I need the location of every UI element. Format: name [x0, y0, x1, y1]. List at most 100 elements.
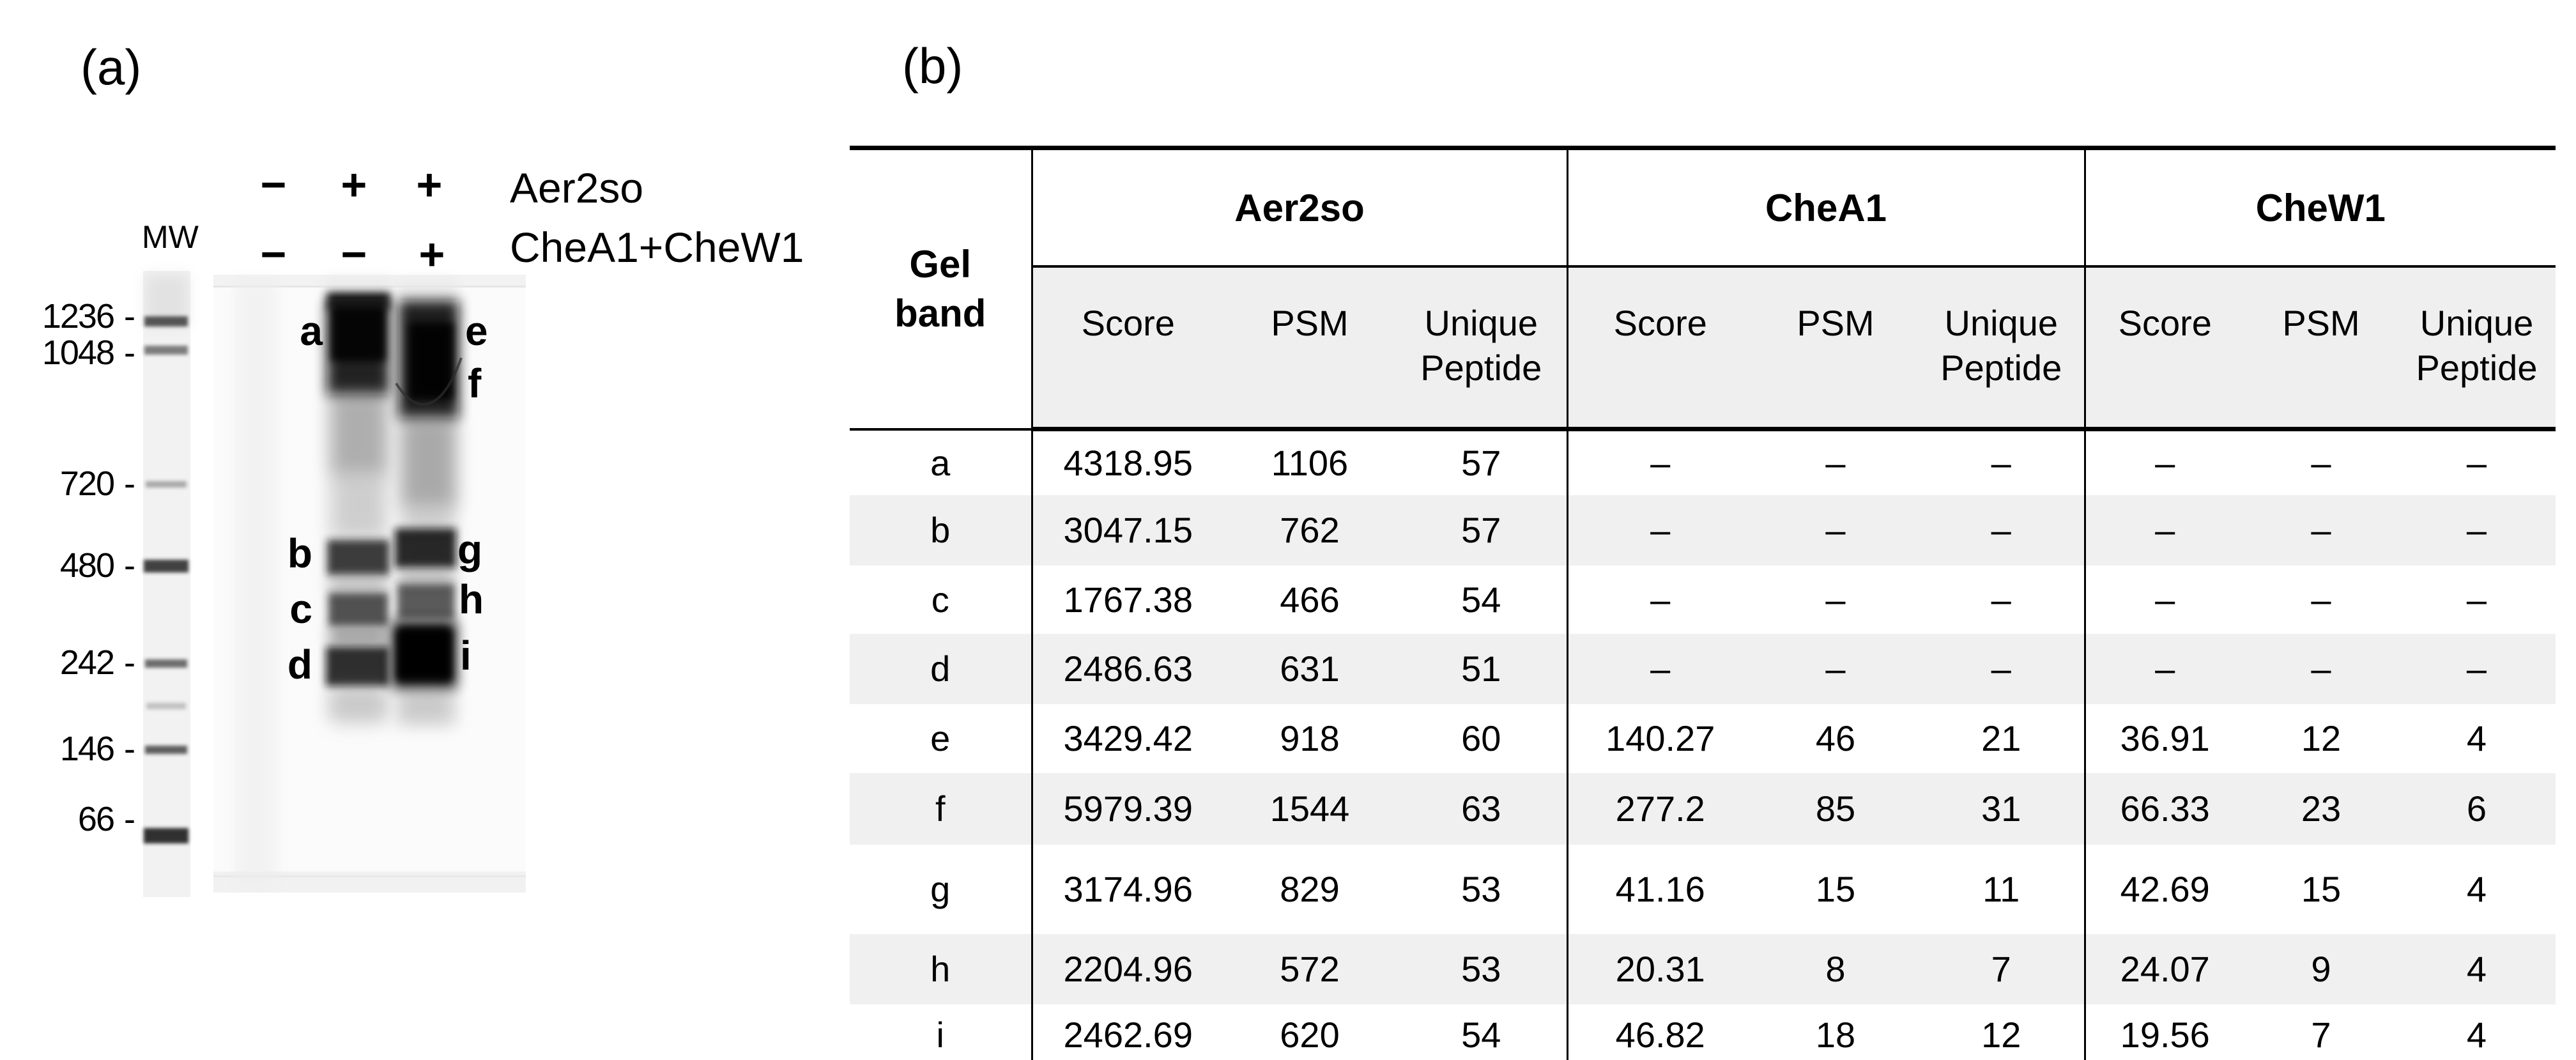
table-row-a: a 4318.95 1106 57 – – – – – –	[850, 429, 2556, 495]
cell: –	[1825, 510, 1846, 550]
cell: 9	[2311, 949, 2331, 989]
band-cell: c	[850, 565, 1033, 634]
band-label-h: h	[459, 576, 484, 622]
gel-panel: (a) − + + Aer2so − − + CheA1+CheW1 MW 12…	[42, 39, 804, 897]
gel-band-header-line2: band	[894, 292, 986, 335]
cell: 53	[1396, 844, 1568, 934]
group-header-row: Gel band Aer2so CheA1 CheW1	[850, 148, 2556, 431]
chea1-unique-peptide-header: Unique Peptide	[1919, 266, 2086, 431]
mw-tick-dash: -	[124, 730, 135, 768]
cell: –	[2466, 510, 2487, 550]
cell: –	[2466, 443, 2487, 484]
band-cell: g	[850, 844, 1033, 934]
cell: 4318.95	[1063, 443, 1193, 484]
cell: 41.16	[1615, 869, 1705, 909]
mw-tick-dash: -	[124, 800, 135, 838]
band-label-d: d	[288, 641, 312, 687]
cell: 54	[1396, 1004, 1568, 1060]
cell: 51	[1396, 633, 1568, 704]
band-label-g: g	[457, 526, 482, 572]
aer2so-psm-header: PSM	[1223, 266, 1396, 431]
cell: –	[1919, 565, 2086, 634]
band-label-i: i	[460, 633, 471, 679]
band-cell: d	[850, 633, 1033, 704]
lane2-aer2so-sign: +	[341, 160, 367, 210]
gel-blot: a b c d e f g h i	[213, 275, 526, 893]
chew1-unique-peptide-header: Unique Peptide	[2398, 266, 2556, 431]
aer2so-score-header: Score	[1032, 266, 1223, 431]
cell: 3174.96	[1063, 869, 1193, 909]
cell: 466	[1280, 579, 1340, 620]
cell: –	[2155, 443, 2175, 484]
band-label-b: b	[288, 530, 312, 576]
panel-b-label: (b)	[902, 38, 963, 94]
mw-tick-dash: -	[124, 546, 135, 585]
cell: –	[2155, 510, 2175, 550]
cell: 60	[1396, 703, 1568, 773]
band-cell: b	[850, 495, 1033, 565]
gel-lane-complex	[392, 280, 463, 727]
cell: 5979.39	[1063, 788, 1193, 829]
chea1-score-header: Score	[1567, 266, 1752, 431]
mw-tick-dash: -	[124, 297, 135, 335]
cell: –	[2466, 649, 2487, 689]
group-header-chew1: CheW1	[2085, 148, 2556, 268]
mw-label: 720	[60, 465, 114, 503]
mw-tick-dash: -	[124, 334, 135, 372]
lane2-chea1chew1-sign: −	[341, 229, 367, 279]
cell: 4	[2466, 869, 2487, 909]
cell: 140.27	[1606, 718, 1715, 758]
gel-band-header-line1: Gel	[909, 243, 972, 286]
cell: –	[1919, 429, 2086, 495]
chew1-psm-header: PSM	[2244, 266, 2398, 431]
cell: 54	[1396, 565, 1568, 634]
mw-label: 480	[60, 546, 114, 585]
mw-label: 242	[60, 643, 114, 682]
table-row-h: h 2204.96 572 53 20.31 8 7 24.07 9 4	[850, 933, 2556, 1004]
cell: –	[2466, 579, 2487, 620]
cell: 762	[1280, 510, 1340, 550]
cell: 631	[1280, 649, 1340, 689]
cell: –	[2311, 510, 2331, 550]
gel-lane-aer2so	[325, 277, 391, 725]
cell: 12	[1919, 1004, 2086, 1060]
cell: 918	[1280, 718, 1340, 758]
band-cell: e	[850, 703, 1033, 773]
cell: 53	[1396, 933, 1568, 1004]
cell: 1767.38	[1063, 579, 1193, 620]
cell: –	[1650, 649, 1671, 689]
cell: –	[2155, 579, 2175, 620]
cell: 20.31	[1615, 949, 1705, 989]
band-cell: h	[850, 933, 1033, 1004]
cell: 3047.15	[1063, 510, 1193, 550]
aer2so-unique-peptide-header: Unique Peptide	[1396, 266, 1568, 431]
lane3-chea1chew1-sign: +	[419, 229, 445, 279]
cell: 42.69	[2120, 869, 2210, 909]
cell: –	[1919, 633, 2086, 704]
table-row-b: b 3047.15 762 57 – – – – – –	[850, 495, 2556, 565]
cell: 7	[2311, 1015, 2331, 1056]
table-row-i: i 2462.69 620 54 46.82 18 12 19.56 7 4	[850, 1004, 2556, 1060]
panel-a-label: (a)	[80, 39, 141, 95]
lane1-chea1chew1-sign: −	[261, 229, 287, 279]
table-row-e: e 3429.42 918 60 140.27 46 21 36.91 12 4	[850, 703, 2556, 773]
cell: 21	[1919, 703, 2086, 773]
cell: 11	[1919, 844, 2086, 934]
gel-band-labels: a b c d e f g h i	[288, 308, 488, 687]
cell: 31	[1919, 772, 2086, 845]
mw-ladder-lane	[143, 271, 190, 897]
cell: 2486.63	[1063, 649, 1193, 689]
band-cell: i	[850, 1004, 1033, 1060]
cell: –	[1825, 443, 1846, 484]
cell: 24.07	[2120, 949, 2210, 989]
cell: 4	[2466, 949, 2487, 989]
chea1-psm-header: PSM	[1752, 266, 1919, 431]
group-header-aer2so: Aer2so	[1032, 148, 1568, 268]
table-row-d: d 2486.63 631 51 – – – – – –	[850, 633, 2556, 704]
cell: –	[2311, 649, 2331, 689]
band-cell: f	[850, 772, 1033, 845]
lane1-aer2so-sign: −	[261, 160, 287, 210]
lane3-aer2so-sign: +	[417, 160, 443, 210]
cell: 4	[2466, 1015, 2487, 1056]
cell: 19.56	[2120, 1015, 2210, 1056]
